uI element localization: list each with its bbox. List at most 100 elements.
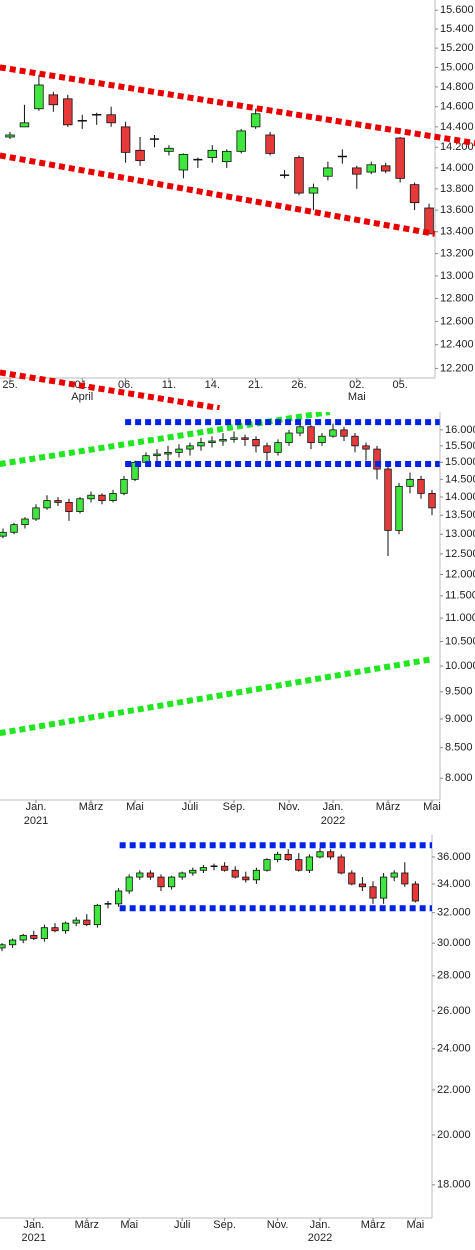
candle-body xyxy=(136,872,144,878)
candle-body xyxy=(222,150,232,163)
candle-body xyxy=(208,440,216,444)
candle-body xyxy=(186,445,194,450)
candle-body xyxy=(72,919,80,924)
candle-body xyxy=(120,126,131,153)
x-tick-label: Mai xyxy=(423,801,441,813)
candle-body xyxy=(395,137,405,179)
candle-body xyxy=(351,435,359,447)
y-tick-label: 13.000 xyxy=(445,528,475,540)
candle-body xyxy=(263,859,271,871)
candle-body xyxy=(135,149,145,162)
y-tick-label: 14.600 xyxy=(440,101,474,113)
x-tick-label: Jan. xyxy=(23,1219,44,1231)
candle-body xyxy=(34,84,44,110)
plot-area xyxy=(0,64,475,410)
x-tick-label: 02. xyxy=(349,379,364,391)
candle-body xyxy=(424,207,434,235)
y-tick-label: 12.600 xyxy=(440,315,474,327)
candle-body xyxy=(263,445,271,453)
x-tick-label: Juli xyxy=(174,1219,191,1231)
x-tick-label-2: 2022 xyxy=(321,815,345,827)
candle-body xyxy=(406,478,414,487)
y-tick-label: 11.000 xyxy=(445,612,475,624)
y-tick-label: 15.000 xyxy=(440,61,474,73)
x-tick-label: März xyxy=(361,1219,385,1231)
y-tick-label: 36.000 xyxy=(437,851,471,863)
y-tick-label: 15.400 xyxy=(440,23,474,35)
y-tick-label: 28.000 xyxy=(437,970,471,982)
candle-body xyxy=(231,869,239,878)
x-tick-label-2: 2021 xyxy=(22,1232,46,1244)
candle-body xyxy=(193,158,203,161)
x-tick-label: März xyxy=(79,801,103,813)
x-tick-label-2: 2022 xyxy=(308,1232,332,1244)
candle-body xyxy=(106,114,116,124)
candle-body xyxy=(285,432,293,444)
x-tick-label: Jan. xyxy=(26,801,47,813)
candle-body xyxy=(284,853,292,860)
candle-body xyxy=(19,122,30,128)
y-tick-label: 12.800 xyxy=(440,292,474,304)
candle-body xyxy=(316,851,324,858)
candle-body xyxy=(373,448,381,470)
candle-body xyxy=(352,167,362,175)
candle-body xyxy=(0,531,7,537)
candle-body xyxy=(149,138,160,140)
y-tick-label: 15.000 xyxy=(445,456,475,468)
y-tick-label: 11.500 xyxy=(445,590,475,602)
candle-body xyxy=(369,886,377,899)
y-tick-label: 9.000 xyxy=(445,713,473,725)
plot-area xyxy=(0,842,432,952)
y-tick-label: 10.500 xyxy=(445,635,475,647)
candle-body xyxy=(77,120,87,122)
candle-body xyxy=(219,439,227,442)
trendline xyxy=(0,64,475,147)
candle-body xyxy=(189,869,197,874)
candle-body xyxy=(87,494,95,500)
trendline xyxy=(0,152,436,237)
candle-body xyxy=(63,98,73,126)
y-tick-label: 14.000 xyxy=(445,491,475,503)
candle-body xyxy=(131,461,139,480)
candle-body xyxy=(32,507,40,520)
y-tick-label: 18.000 xyxy=(437,1179,471,1191)
x-tick-label: Jan. xyxy=(310,1219,331,1231)
candle-body xyxy=(274,853,282,860)
x-tick-label-2: 2021 xyxy=(24,815,48,827)
candle-body xyxy=(0,944,6,949)
candle-body xyxy=(428,493,436,509)
candle-body xyxy=(252,439,260,447)
candle-body xyxy=(5,134,15,138)
y-tick-label: 10.000 xyxy=(445,660,475,672)
candle-body xyxy=(401,872,409,885)
y-tick-label: 34.000 xyxy=(437,878,471,890)
candle-body xyxy=(153,453,161,457)
x-tick-label: März xyxy=(376,801,400,813)
candle-body xyxy=(327,851,335,858)
y-tick-label: 13.500 xyxy=(445,509,475,521)
x-tick-label: März xyxy=(75,1219,99,1231)
candle-body xyxy=(362,445,370,450)
candle-body xyxy=(305,856,313,871)
candle-body xyxy=(236,130,246,152)
x-tick-label: Mai xyxy=(120,1219,138,1231)
candle-body xyxy=(265,134,275,154)
candle-body xyxy=(318,435,326,444)
candle-body xyxy=(115,890,123,905)
candle-body xyxy=(43,500,51,509)
y-tick-label: 13.600 xyxy=(440,204,474,216)
y-tick-label: 12.200 xyxy=(440,362,474,374)
trendline xyxy=(0,369,221,410)
trendline xyxy=(0,412,331,467)
candle-body xyxy=(48,94,59,106)
x-tick-label: 25. xyxy=(2,379,17,391)
candle-body xyxy=(76,498,84,512)
candle-body xyxy=(146,872,154,878)
y-tick-label: 12.000 xyxy=(445,568,475,580)
candle-body xyxy=(164,451,172,455)
candle-body xyxy=(93,904,101,926)
candle-body xyxy=(21,518,29,526)
y-tick-label: 14.000 xyxy=(440,162,474,174)
candle-body xyxy=(109,493,117,501)
